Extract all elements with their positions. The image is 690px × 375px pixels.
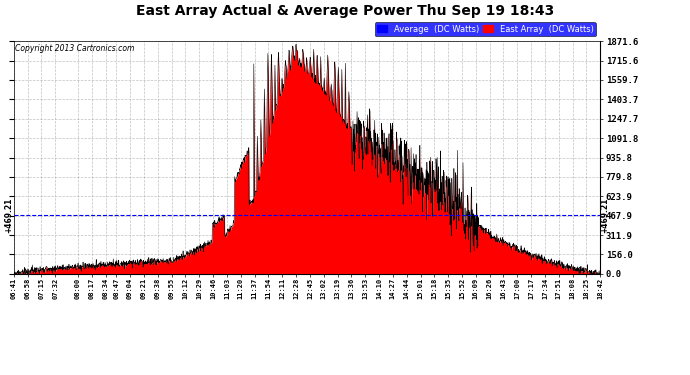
- Legend: Average  (DC Watts), East Array  (DC Watts): Average (DC Watts), East Array (DC Watts…: [375, 22, 596, 36]
- Text: Copyright 2013 Cartronics.com: Copyright 2013 Cartronics.com: [15, 44, 135, 52]
- Text: East Array Actual & Average Power Thu Sep 19 18:43: East Array Actual & Average Power Thu Se…: [136, 4, 554, 18]
- Text: +469.21: +469.21: [4, 198, 13, 233]
- Text: +469.21: +469.21: [600, 198, 609, 233]
